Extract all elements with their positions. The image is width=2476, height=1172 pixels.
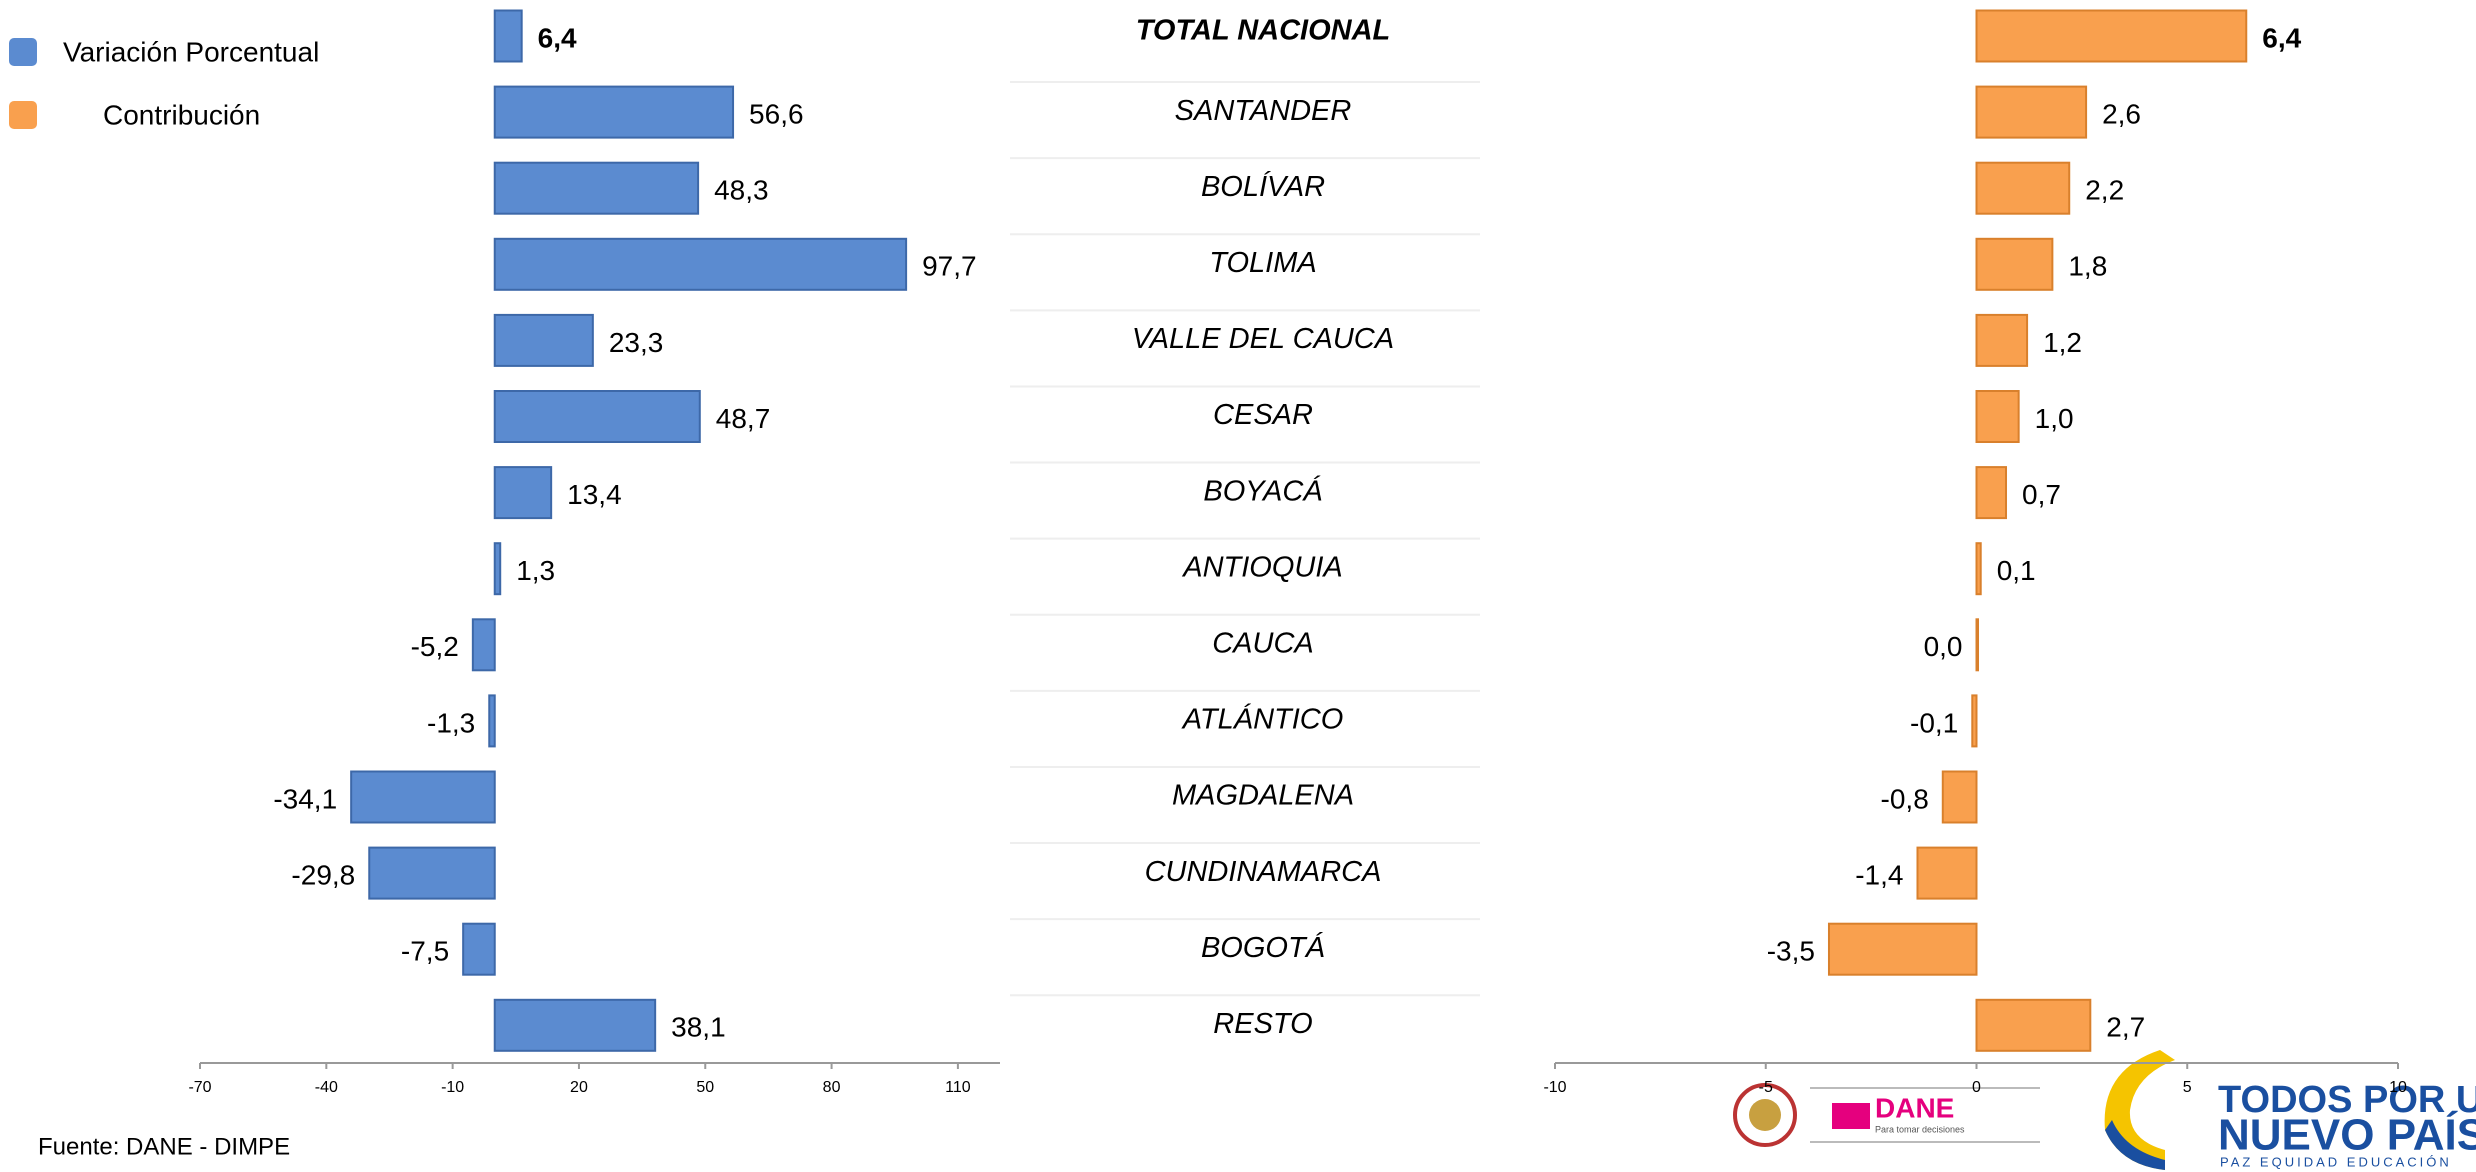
bar [1975,998,2092,1052]
category-label: BOGOTÁ [1201,931,1325,964]
bar [1975,237,2054,291]
value-label: 1,3 [516,555,555,586]
value-label: 23,3 [609,327,664,358]
bar [493,542,502,596]
bar [1827,922,1978,976]
value-label: -5,2 [411,631,459,662]
bar [1916,846,1978,900]
value-label: 1,2 [2043,327,2082,358]
value-label: 13,4 [567,479,622,510]
bar [493,313,594,367]
legend-label: Variación Porcentual [63,36,319,67]
logo-dane-tagline: Para tomar decisiones [1875,1124,1965,1134]
category-label: RESTO [1213,1008,1312,1040]
value-label: 6,4 [2262,22,2301,53]
value-label: -3,5 [1767,936,1815,967]
value-label: 0,1 [1997,555,2036,586]
x-tick-label: 5 [2183,1079,2192,1096]
bar [493,9,523,63]
value-label: -7,5 [401,936,449,967]
x-tick-label: 10 [2389,1079,2407,1096]
value-label: 0,7 [2022,479,2061,510]
category-label: ATLÁNTICO [1181,703,1344,736]
logo-dane-mark [1832,1103,1870,1129]
bar [1975,466,2008,520]
logo-seal-core [1749,1099,1781,1131]
x-tick-label: 20 [570,1079,588,1096]
category-label: BOLÍVAR [1201,170,1325,203]
logo-slogan-main: NUEVO PAÍS [2218,1110,2476,1160]
category-label: CESAR [1213,399,1313,431]
x-tick-label: 50 [696,1079,714,1096]
value-label: 48,7 [716,403,771,434]
legend-label: Contribución [103,99,260,130]
bar [462,922,496,976]
bar [493,237,908,291]
x-tick-label: -70 [188,1079,211,1096]
bar [1975,313,2029,367]
value-label: -1,4 [1855,859,1903,890]
bar [1971,694,1978,748]
bar [1975,85,2088,139]
x-tick-label: -5 [1759,1079,1773,1096]
bar [493,466,553,520]
logo-dane: DANE [1875,1092,1954,1123]
x-tick-label: -10 [1543,1079,1566,1096]
value-label: 6,4 [538,22,577,53]
value-label: -0,8 [1881,783,1929,814]
value-label: 1,0 [2035,403,2074,434]
bar [368,846,496,900]
x-tick-label: -40 [315,1079,338,1096]
value-label: 0,0 [1924,631,1963,662]
bar [1941,770,1978,824]
bar [1975,9,2248,63]
legend-swatch [9,38,37,66]
x-tick-label: -10 [441,1079,464,1096]
x-tick-label: 110 [945,1079,971,1096]
category-label: VALLE DEL CAUCA [1132,323,1394,355]
value-label: 48,3 [714,175,769,206]
value-label: -29,8 [291,859,355,890]
value-label: -1,3 [427,707,475,738]
bar [350,770,496,824]
bar [493,390,701,443]
value-label: 56,6 [749,98,804,129]
x-tick-label: 80 [823,1079,841,1096]
logo-slogan-sub: PAZ EQUIDAD EDUCACIÓN [2220,1154,2452,1169]
bar [493,85,735,139]
bar [1975,542,1982,596]
logo-slogan-top: TODOS POR UN [2218,1079,2476,1121]
logo-swoosh [2105,1120,2165,1170]
category-label: BOYACÁ [1203,474,1322,507]
category-label: TOTAL NACIONAL [1136,15,1391,47]
value-label: 97,7 [922,251,977,282]
bar [471,618,496,672]
bar [1975,161,2071,215]
bar [493,998,657,1052]
source: Fuente: DANE - DIMPE [38,1133,290,1160]
category-label: ANTIOQUIA [1181,551,1343,583]
category-label: MAGDALENA [1172,780,1354,812]
value-label: 1,8 [2068,251,2107,282]
bar [1975,618,1979,672]
value-label: 2,2 [2085,175,2124,206]
bar [493,161,700,215]
category-label: CUNDINAMARCA [1145,856,1382,888]
bar [1975,390,2020,443]
legend-swatch [9,101,37,129]
bar [488,694,496,748]
value-label: 38,1 [671,1012,726,1043]
category-label: CAUCA [1212,627,1314,659]
category-label: TOLIMA [1209,247,1316,279]
value-label: 2,7 [2106,1012,2145,1043]
category-label: SANTANDER [1175,95,1352,127]
value-label: 2,6 [2102,98,2141,129]
value-label: -34,1 [273,783,337,814]
x-tick-label: 0 [1972,1079,1981,1096]
value-label: -0,1 [1910,707,1958,738]
